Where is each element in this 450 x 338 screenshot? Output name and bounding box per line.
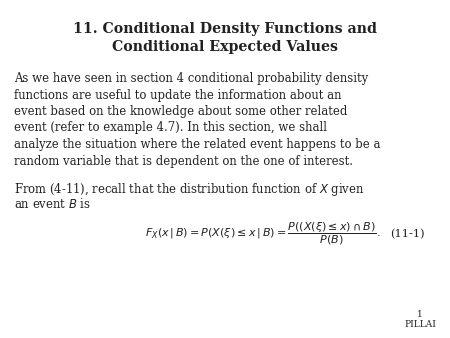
Text: event based on the knowledge about some other related: event based on the knowledge about some … — [14, 105, 347, 118]
Text: analyze the situation where the related event happens to be a: analyze the situation where the related … — [14, 138, 381, 151]
Text: PILLAI: PILLAI — [404, 320, 436, 329]
Text: As we have seen in section 4 conditional probability density: As we have seen in section 4 conditional… — [14, 72, 368, 85]
Text: functions are useful to update the information about an: functions are useful to update the infor… — [14, 89, 342, 101]
Text: 11. Conditional Density Functions and: 11. Conditional Density Functions and — [73, 22, 377, 36]
Text: random variable that is dependent on the one of interest.: random variable that is dependent on the… — [14, 154, 353, 168]
Text: Conditional Expected Values: Conditional Expected Values — [112, 40, 338, 54]
Text: an event $B$ is: an event $B$ is — [14, 197, 91, 212]
Text: From (4-11), recall that the distribution function of $X$ given: From (4-11), recall that the distributio… — [14, 181, 364, 198]
Text: (11-1): (11-1) — [390, 229, 425, 239]
Text: event (refer to example 4.7). In this section, we shall: event (refer to example 4.7). In this se… — [14, 121, 327, 135]
Text: 1: 1 — [417, 310, 423, 319]
Text: $F_X(x\,|\,B) = P(X(\xi) \leq x\,|\,B) = \dfrac{P((X(\xi) \leq x) \cap B)}{P(B)}: $F_X(x\,|\,B) = P(X(\xi) \leq x\,|\,B) =… — [145, 221, 380, 247]
